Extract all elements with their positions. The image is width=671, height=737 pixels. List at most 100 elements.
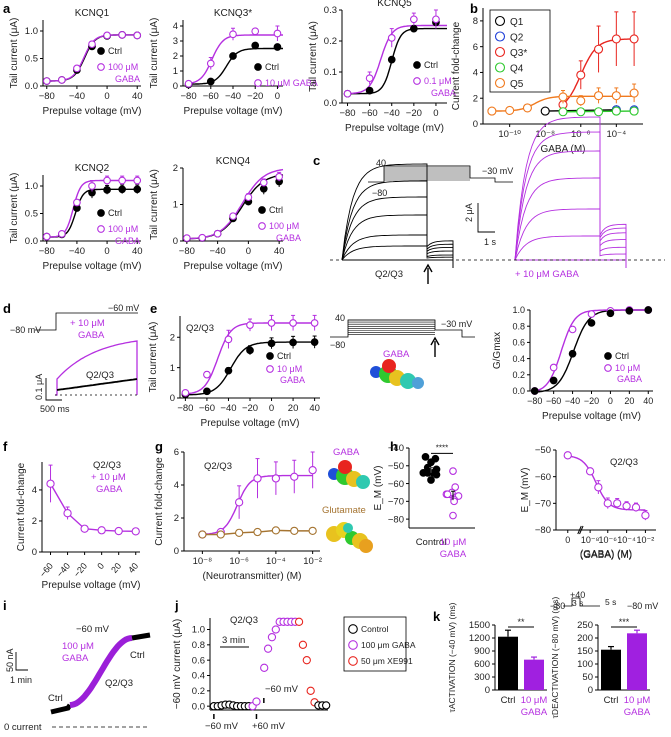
annotation-vstep: +60 mV <box>252 721 286 732</box>
tail-trace <box>426 256 454 268</box>
legend-marker-Q4 <box>494 62 506 73</box>
legend-marker-ctrl <box>266 352 274 360</box>
protocol-label-bottom: −80 <box>372 188 387 198</box>
data-point-gaba <box>229 212 237 221</box>
x-tick-label: −60 <box>38 561 55 579</box>
data-point-gaba <box>275 172 284 181</box>
data-point-glutamate <box>253 527 262 537</box>
y-tick-label: 0.5 <box>25 54 38 65</box>
legend-marker <box>348 640 358 650</box>
ctrl-trace-left <box>50 703 73 715</box>
data-point <box>252 697 261 706</box>
label-ctrl-left: Ctrl <box>48 693 63 704</box>
bar-gaba <box>627 633 647 690</box>
significance-label: **** <box>436 444 448 453</box>
data-point <box>267 633 277 642</box>
data-point-Q5 <box>629 88 639 98</box>
chart-title: KCNQ2 <box>75 163 110 174</box>
x-tick-label: 0 <box>433 108 438 119</box>
x-tick-label: −60 <box>546 396 561 406</box>
molecule-atom <box>412 377 424 389</box>
x-tick-label: −60 <box>203 91 219 102</box>
x-axis-label: Prepulse voltage (mV) <box>43 106 142 117</box>
x-tick-label: 40 <box>643 396 653 406</box>
data-point-gaba <box>449 467 457 475</box>
y-tick-label: 150 <box>577 646 593 657</box>
y-axis-label: Current fold-change <box>451 21 462 110</box>
x-axis-label: Prepulse voltage (mV) <box>42 580 141 591</box>
label-ctrl-right: Ctrl <box>130 650 145 661</box>
current-trace <box>341 245 428 261</box>
x-tick-label: −40 <box>565 396 580 406</box>
data-point <box>302 656 311 665</box>
x-tick-label: 0 <box>104 91 109 102</box>
y-axis-label: Tail current (μA) <box>148 322 159 393</box>
annotation-vstart: −60 mV <box>205 721 239 732</box>
legend-marker-gaba <box>254 79 262 87</box>
y-tick-label: 1.0 <box>192 625 205 636</box>
chart-a3: 0.0 0.1 0.2 0.3 −80 −60 −40 −20 0 Prepulse voltag… <box>308 0 456 134</box>
legend-label-ctrl: Ctrl <box>277 351 291 361</box>
data-point-glutamate <box>271 526 281 535</box>
molecule-atom <box>338 460 352 474</box>
x-tick-label: 10⁻⁴ <box>266 556 286 567</box>
y-tick-label: 8 <box>473 16 478 27</box>
y-axis-label: Current fold-change <box>16 462 27 551</box>
data-point-gaba <box>181 388 190 397</box>
data-point <box>306 686 315 695</box>
gaba-trace <box>69 635 133 708</box>
data-point-ctrl <box>259 184 268 193</box>
current-trace <box>341 214 428 261</box>
x-tick-label: −80 <box>179 246 195 257</box>
chart-b: 0 2 4 6 8 10⁻¹⁰ 10⁻⁸ 10⁻⁶ 10⁻⁴ GABA (M) Current fo… <box>451 8 643 155</box>
data-point-gaba <box>387 34 396 42</box>
data-point-gaba <box>213 229 222 238</box>
y-tick-label: 250 <box>577 620 593 631</box>
legend-marker-ctrl <box>97 47 105 55</box>
data-point-gaba <box>631 503 641 512</box>
data-point-control <box>421 453 430 461</box>
label-zero-current: 0 current <box>4 722 42 733</box>
arrow-icon <box>430 336 440 357</box>
label-vstep: −60 mV <box>108 303 139 313</box>
y-tick-label: 1200 <box>469 633 490 644</box>
y-tick-label: 1 <box>173 66 178 77</box>
legend-label-gaba-2: GABA <box>96 484 123 495</box>
legend-label-gaba: 100 μM <box>108 62 138 72</box>
legend-label-gaba: 10 μM <box>277 364 302 374</box>
tail-trace <box>599 253 627 268</box>
chart-e2: 0.0 0.2 0.4 0.6 0.8 1.0 −80 −60 −40 −20 0 20 40Prepu… <box>492 305 653 422</box>
voltage-protocol <box>330 319 475 338</box>
protocol-label-hold: −80 <box>550 601 565 611</box>
legend-marker-ctrl <box>254 63 262 71</box>
y-tick-label: 0.4 <box>192 671 205 682</box>
x-tick-label: −40 <box>384 108 400 119</box>
data-point-gaba <box>641 511 650 520</box>
y-tick-label: 4 <box>32 485 37 496</box>
current-trace <box>341 180 428 261</box>
data-point-gaba <box>267 319 276 327</box>
y-tick-label: 1500 <box>469 620 490 631</box>
scale-label-x: 1 min <box>10 675 32 685</box>
x-tick-label: 10⁻⁶ <box>571 129 591 140</box>
x-tick-label: 10⁻² <box>637 535 655 545</box>
data-point-gaba <box>563 451 572 460</box>
scale-bar <box>15 652 28 671</box>
x-axis-label: (GABA) (M) <box>580 550 632 561</box>
y-tick-label: 1 <box>173 200 178 211</box>
y-tick-label: 0.2 <box>512 370 525 380</box>
data-point-ctrl <box>133 185 142 194</box>
label-gaba-2: GABA <box>78 330 105 341</box>
label-q2q3: Q2/Q3 <box>375 269 403 280</box>
molecule-label: GABA <box>383 349 410 360</box>
y-tick-label: 0 <box>173 236 178 247</box>
ctrl-trace-right <box>131 632 151 641</box>
data-point-ctrl <box>568 349 577 358</box>
data-point-gaba <box>46 479 55 488</box>
gaba-trace <box>55 340 138 396</box>
panel-label-c: c <box>313 153 320 168</box>
y-tick-label: −80 <box>388 514 404 525</box>
gaba-molecule-icon <box>328 460 370 489</box>
x-tick-label: 0 <box>275 91 280 102</box>
x-tick-label: −20 <box>247 91 263 102</box>
